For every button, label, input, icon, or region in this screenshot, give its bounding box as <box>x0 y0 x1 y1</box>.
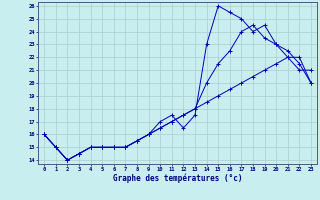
X-axis label: Graphe des températures (°c): Graphe des températures (°c) <box>113 174 242 183</box>
